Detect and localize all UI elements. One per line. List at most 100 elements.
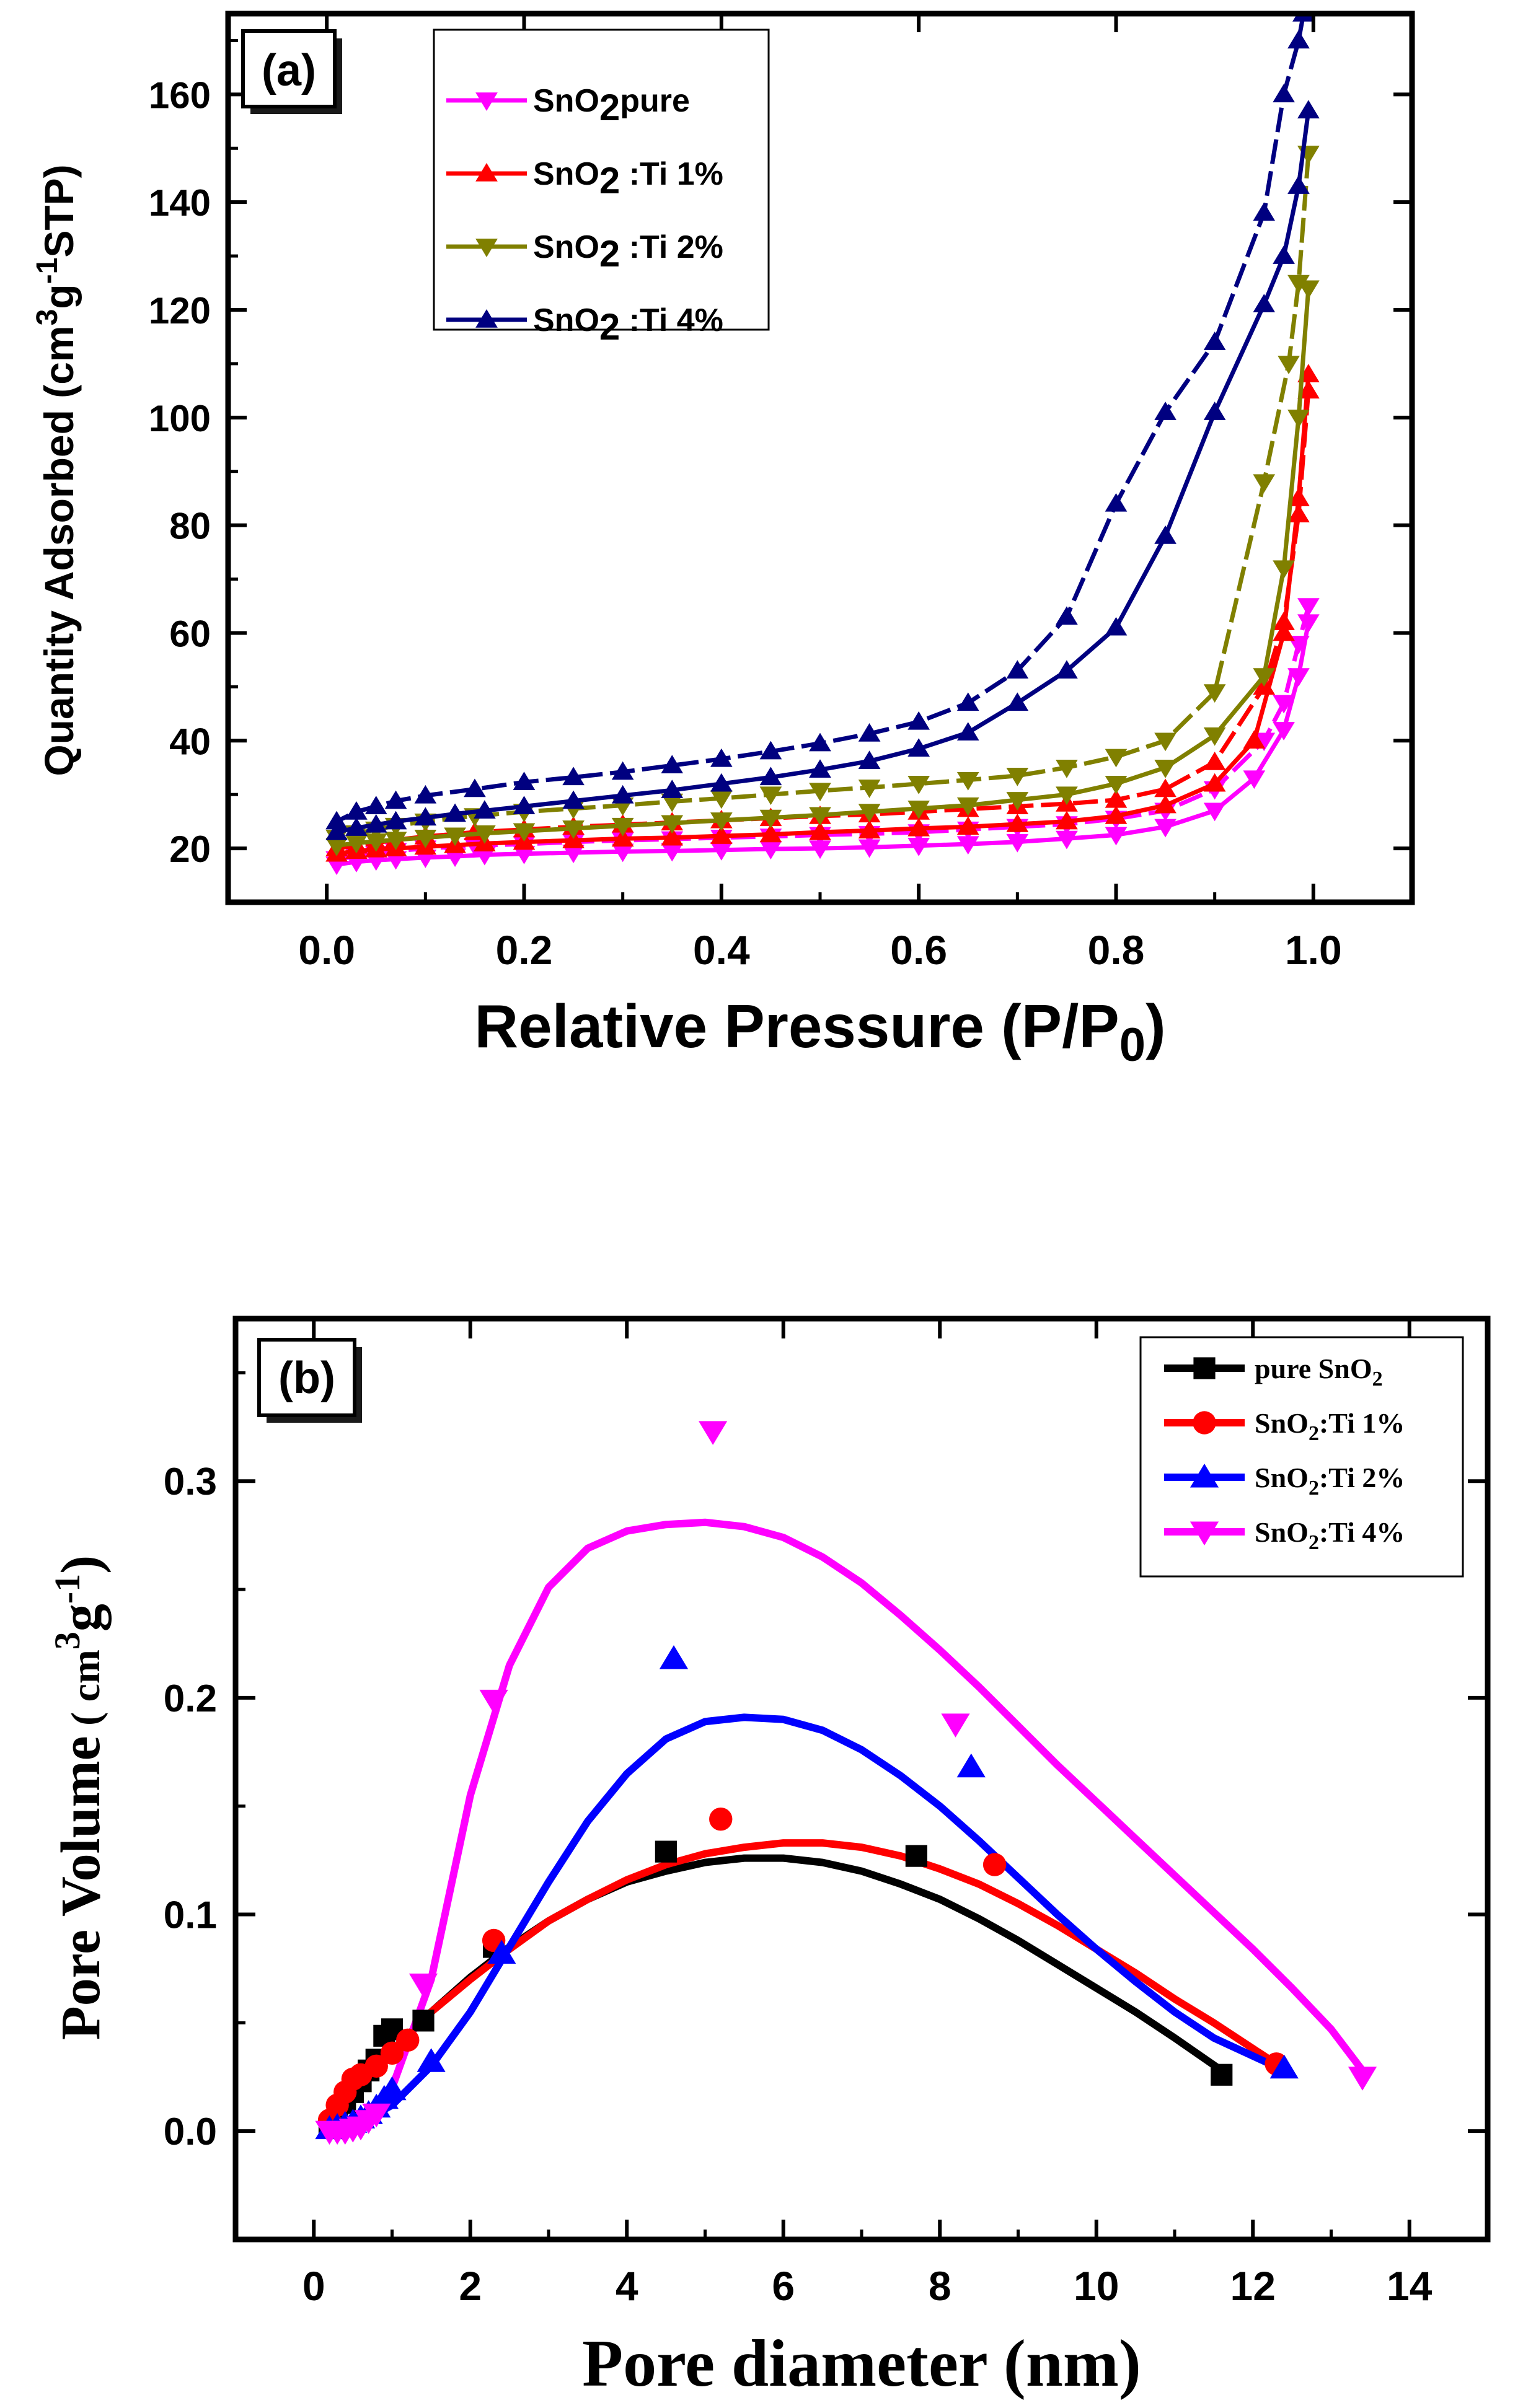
panel-b-xtick-label: 6 [772, 2263, 795, 2309]
panel-a-series-1-adsorption-point [1006, 813, 1029, 832]
panel-a-series-3-adsorption-point [907, 738, 930, 757]
panel-a-series-1-desorption-point [1203, 752, 1226, 770]
panel-a-series-2-adsorption-point [1056, 786, 1078, 806]
panel-a-series-2-adsorption-point [364, 833, 387, 852]
panel-a-series-0-adsorption-point [1273, 722, 1295, 740]
panel-b-xlabel: Pore diameter (nm) [582, 2327, 1141, 2401]
panel-a-series-3-desorption-point [414, 784, 437, 804]
panel-b-series-2-point [417, 2048, 446, 2072]
panel-b-ytick-label: 0.1 [164, 1894, 217, 1937]
panel-a-series-1-adsorption-point [1243, 730, 1266, 749]
panel-a-isotherm-chart: 0.0 0.2 0.4 0.6 0.8 1.0 20 40 60 80 100 120 140 160 Re… [31, 11, 1415, 1071]
panel-b-xtick-label: 14 [1387, 2263, 1433, 2309]
panel-a-series-3-desorption-point [1273, 84, 1295, 103]
panel-a-series-3-desorption-point [1253, 202, 1276, 221]
panel-b-series-2-point [956, 1753, 986, 1778]
panel-a-series-3-adsorption-point [956, 722, 979, 740]
panel-a-plot-area [325, 14, 1320, 876]
panel-b-legend-label-2: SnO2:Ti 2% [1255, 1462, 1405, 1500]
panel-b-legend-label-0: pure SnO2 [1255, 1353, 1383, 1391]
panel-b-series-3-point [362, 2103, 391, 2128]
panel-a-series-2-adsorption-point [473, 825, 496, 844]
panel-a-series-2-adsorption-point [384, 832, 407, 851]
panel-a-series-1-adsorption-point [956, 816, 979, 835]
panel-b-series-2 [325, 1713, 1288, 2135]
panel-a-series-0-adsorption-point [710, 841, 733, 861]
panel-a-series-1-desorption-point [1297, 380, 1320, 399]
panel-a-series-3-adsorption-point [1287, 175, 1310, 194]
panel-a-series-3-desorption-point [345, 801, 368, 820]
panel-a-series-2-desorption-point [1278, 356, 1300, 374]
panel-a-series-2-desorption-point [1287, 275, 1310, 294]
panel-a-series-3-adsorption-point [513, 796, 536, 815]
panel-a-series-1-adsorption-point [858, 820, 881, 839]
panel-a-series-3-desorption-point [562, 767, 585, 786]
panel-b-series-1-point [709, 1807, 733, 1831]
panel-a-series-3-desorption-point [1287, 30, 1310, 49]
panel-a-series-2-desorption-point [858, 780, 881, 798]
panel-b-legend-marker-0 [1193, 1357, 1216, 1379]
panel-a-series-2-adsorption-point [1203, 727, 1226, 746]
panel-a-series-2-desorption-point [661, 793, 684, 812]
panel-a-series-1-adsorption-point [1154, 794, 1176, 814]
panel-a-legend-marker-0 [475, 92, 498, 111]
panel-a-series-2-adsorption-point [562, 820, 585, 839]
panel-a-series-2-adsorption-point [444, 827, 466, 846]
panel-a-series-2-desorption-point [1105, 749, 1128, 768]
panel-a-series-3-desorption-point [384, 790, 407, 809]
panel-a-ytick-label: 80 [169, 506, 211, 547]
panel-b-series-3-point [699, 1421, 728, 1445]
panel-a-series-3-adsorption-point [1105, 617, 1128, 636]
panel-a-series-3-adsorption-point [611, 784, 634, 804]
panel-a-series-0-adsorption-point [562, 845, 585, 864]
panel-a-series-2-desorption-point [1056, 759, 1078, 778]
panel-a-series-3-desorption-point [858, 723, 881, 742]
panel-a-series-3-desorption-point [759, 740, 782, 760]
panel-a-series-3-adsorption-point [1056, 660, 1078, 679]
panel-a-ytick-label: 120 [149, 290, 211, 332]
panel-a-series-3-desorption-point [325, 811, 348, 830]
panel-a-legend-marker-3 [475, 309, 498, 328]
panel-a-series-0-adsorption-point [1243, 770, 1266, 789]
panel-b-series-0-point [1211, 2063, 1233, 2086]
panel-b-legend-label-1: SnO2:Ti 1% [1255, 1407, 1405, 1445]
panel-b-xtick-label: 2 [459, 2263, 482, 2309]
panel-a-series-2-desorption-point [1154, 732, 1176, 752]
panel-a-series-3-desorption-point [1006, 660, 1029, 679]
panel-a-series-1-adsorption-point [710, 825, 733, 844]
panel-a-series-2 [325, 146, 1320, 856]
panel-a-ylabel: Quantity Adsorbed (cm3g-1STP) [31, 164, 82, 776]
panel-a-series-3-desorption-point [661, 755, 684, 774]
panel-a-series-3-desorption-point [464, 778, 486, 798]
panel-b-legend-label-3: SnO2:Ti 4% [1255, 1516, 1405, 1554]
panel-a-series-0-adsorption-point [1203, 802, 1226, 822]
panel-a-series-0-adsorption-point [513, 846, 536, 864]
panel-a-series-2-desorption-point [710, 790, 733, 809]
panel-a-xtick-label: 0.6 [890, 927, 947, 973]
panel-a-ytick-label: 140 [149, 182, 211, 224]
panel-b-series-3 [325, 1518, 1366, 2135]
panel-a-series-0-adsorption-point [907, 837, 930, 856]
panel-b-xtick-label: 10 [1074, 2263, 1119, 2309]
panel-a-series-2-adsorption-point [1105, 776, 1128, 794]
panel-a-series-2-adsorption-point [1154, 759, 1176, 778]
panel-a-series-2-adsorption-point [1287, 410, 1310, 428]
panel-a-series-3-desorption-point [1154, 402, 1176, 420]
panel-a-series-0-adsorption-point [858, 839, 881, 858]
panel-a-series-2-adsorption-point [907, 801, 930, 819]
panel-b-series-2-point [377, 2076, 407, 2101]
panel-b-series-1-point [380, 2041, 404, 2065]
panel-a-series-2-adsorption-point [1273, 560, 1295, 579]
panel-a-series-1-adsorption-point [809, 822, 831, 840]
panel-a-series-2-adsorption-point [858, 804, 881, 822]
panel-a-series-3-desorption-point [1203, 332, 1226, 350]
panel-a-series-1-adsorption-point [759, 824, 782, 843]
panel-a-series-2-adsorption-point [414, 829, 437, 848]
panel-a-series-3-desorption-point [907, 711, 930, 730]
panel-a-series-2-desorption-point [1203, 684, 1226, 703]
panel-b-series-3-point [1348, 2067, 1377, 2091]
panel-a-series-3-adsorption-point [444, 803, 466, 822]
panel-a-series-0-adsorption-point [1105, 827, 1128, 846]
panel-a-series-2-adsorption-point [611, 817, 634, 837]
